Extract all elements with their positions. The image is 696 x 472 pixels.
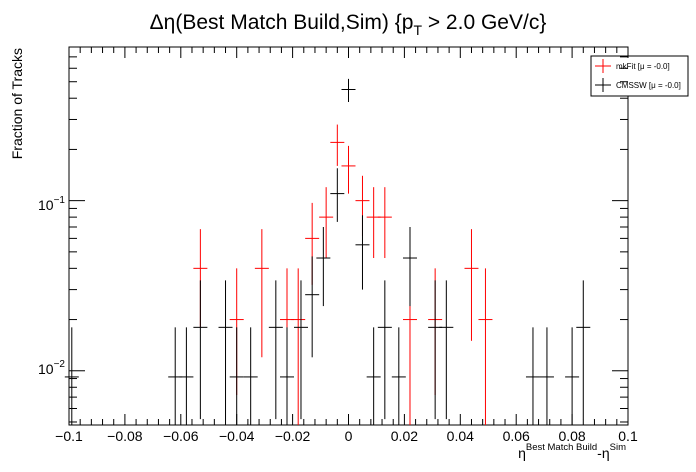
x-tick-label: 0.06 xyxy=(503,428,530,444)
x-tick-labels: −0.1 −0.08 −0.06 −0.04 −0.02 0 0.02 0.04 0.06 0.0… xyxy=(55,428,638,444)
legend-box xyxy=(590,55,689,97)
plot-frame xyxy=(68,46,629,426)
chart-title-end: > 2.0 GeV/c} xyxy=(422,11,546,34)
series-mkfit xyxy=(193,124,493,425)
x-axis-label-sup2: Sim xyxy=(610,442,626,453)
x-axis-label-main: η xyxy=(518,445,526,461)
y-tick-label-1e-1: 10−1 xyxy=(38,195,65,213)
x-tick-label: −0.02 xyxy=(275,428,311,444)
y-tick-label-1e-2: 10−2 xyxy=(38,359,65,377)
series-cmssw xyxy=(64,78,591,425)
x-tick-label: 0.08 xyxy=(558,428,585,444)
x-axis-label-sup1: Best Match Build xyxy=(526,442,597,453)
legend: mkFit [μ = -0.0] CMSSW [μ = -0.0] xyxy=(590,55,689,97)
x-tick-label: −0.04 xyxy=(219,428,255,444)
x-tick-label: 0.1 xyxy=(618,428,638,444)
data-series xyxy=(64,78,591,425)
x-axis-label-mid: -η xyxy=(597,445,609,461)
chart-title: Δη(Best Match Build,Sim) {pT > 2.0 GeV/c… xyxy=(150,11,547,38)
x-tick-label: −0.1 xyxy=(55,428,83,444)
legend-cmssw-label: CMSSW [μ = -0.0] xyxy=(616,81,681,90)
y-axis-label: Fraction of Tracks xyxy=(9,48,25,159)
legend-mkfit-label: mkFit [μ = -0.0] xyxy=(616,62,670,71)
x-tick-label: −0.08 xyxy=(107,428,143,444)
axis-ticks xyxy=(68,46,629,425)
x-tick-label: 0.04 xyxy=(447,428,474,444)
x-axis-label: ηBest Match Build-ηSim xyxy=(518,442,626,461)
x-tick-label: −0.06 xyxy=(163,428,199,444)
x-tick-label: 0 xyxy=(345,428,353,444)
x-tick-label: 0.02 xyxy=(391,428,418,444)
chart-title-subscript: T xyxy=(413,22,422,38)
chart-title-main: Δη(Best Match Build,Sim) {p xyxy=(150,11,414,34)
